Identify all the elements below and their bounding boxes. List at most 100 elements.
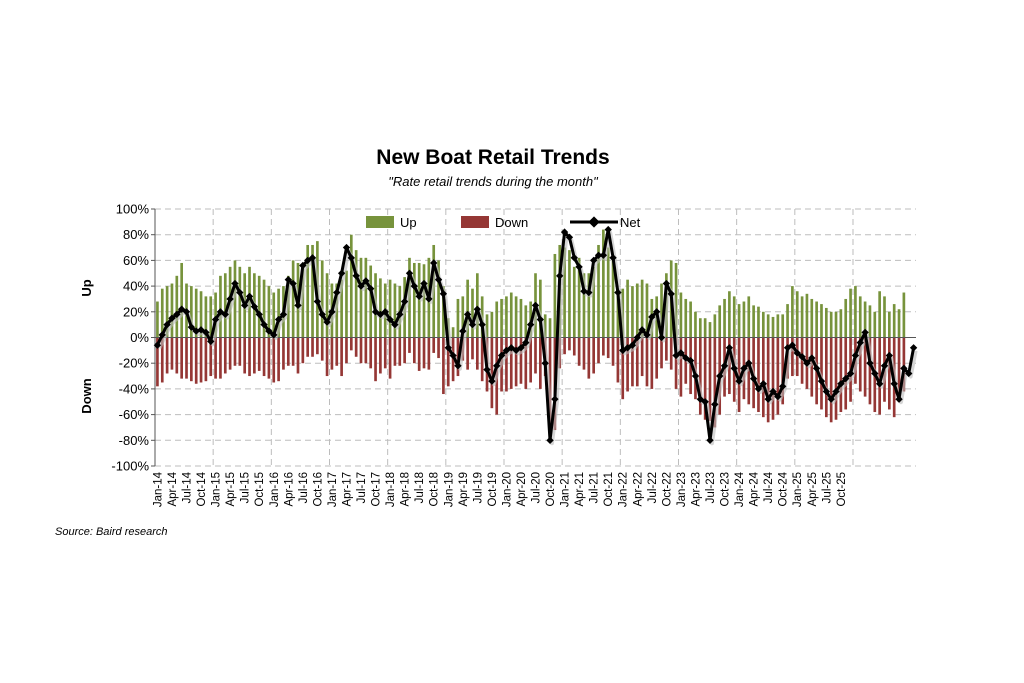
y-tick-labels: 100% 80% 60% 40% 20% 0% -20% -40% -60% -80% -100%: [111, 202, 149, 474]
up-bar: [902, 292, 906, 338]
down-bar: [640, 337, 644, 377]
net-point: [551, 395, 559, 403]
net-point: [333, 288, 341, 297]
up-bar: [844, 298, 848, 338]
up-bar: [306, 244, 310, 338]
down-bar: [810, 337, 814, 397]
down-bar: [446, 337, 450, 387]
down-bar: [306, 337, 310, 357]
up-bar: [165, 286, 169, 338]
up-bar: [456, 298, 460, 338]
down-bar: [422, 337, 426, 369]
net-point: [284, 276, 292, 284]
down-bar: [267, 337, 271, 379]
net-point: [299, 261, 307, 270]
down-bar: [660, 337, 663, 369]
net-point: [357, 282, 365, 290]
up-bar: [238, 266, 242, 338]
down-bar: [383, 337, 387, 369]
x-tick-label: Jan-22: [618, 472, 630, 507]
net-point: [488, 377, 496, 385]
down-bar: [374, 337, 377, 382]
net-point: [153, 341, 162, 349]
net-point: [420, 279, 428, 288]
net-point: [740, 364, 748, 373]
x-tick-label: Jul-23: [705, 472, 717, 503]
down-bar: [408, 337, 411, 353]
up-bar: [267, 286, 271, 338]
net-point: [803, 359, 811, 367]
up-bar: [272, 292, 276, 338]
up-bar: [766, 314, 770, 338]
up-bar: [728, 291, 731, 338]
down-bar: [340, 337, 343, 377]
down-bar: [432, 337, 436, 353]
down-bar: [466, 337, 469, 370]
x-tick-label: Jul-16: [298, 472, 310, 503]
down-bar: [776, 337, 780, 415]
down-bar: [791, 337, 794, 377]
net-point: [318, 310, 326, 319]
net-point: [347, 254, 355, 262]
net-point: [880, 362, 889, 370]
down-bar: [214, 337, 217, 379]
legend-swatch-down: [461, 216, 489, 228]
up-bar: [635, 283, 639, 338]
net-point: [468, 320, 477, 329]
net-point: [623, 344, 632, 352]
down-bar: [233, 337, 237, 366]
up-bar: [815, 301, 818, 338]
down-bar: [824, 337, 828, 418]
net-point: [774, 392, 782, 401]
net-point: [255, 310, 263, 319]
x-tick-label: Apr-23: [691, 472, 703, 507]
up-bar: [839, 309, 843, 338]
up-bar: [500, 298, 503, 338]
down-bar: [514, 337, 518, 387]
up-bar: [553, 253, 557, 338]
up-bar: [742, 301, 746, 338]
x-tick-label: Apr-25: [807, 472, 819, 507]
up-bar: [592, 266, 595, 338]
down-bar: [253, 337, 256, 374]
up-bar: [311, 244, 314, 338]
net-point: [866, 359, 874, 367]
down-bar: [582, 337, 586, 370]
y-label-up: Up: [79, 279, 94, 296]
y-tick-label: -20%: [119, 356, 150, 371]
down-bar: [766, 337, 770, 423]
down-bar: [175, 337, 179, 374]
up-bar: [514, 296, 518, 338]
net-point: [381, 308, 389, 316]
net-point: [279, 310, 288, 319]
x-tick-label: Jul-25: [821, 472, 833, 503]
y-tick-label: -60%: [119, 407, 150, 422]
down-bar: [325, 337, 329, 377]
up-bar: [476, 273, 479, 338]
y-tick-label: 0%: [130, 330, 149, 345]
net-point: [745, 359, 753, 367]
up-bar: [461, 296, 465, 338]
net-point: [512, 346, 520, 355]
down-bar: [631, 337, 634, 387]
up-bar: [587, 273, 591, 338]
legend-marker-net: [588, 216, 600, 228]
down-bar: [185, 337, 188, 379]
net-point: [289, 279, 297, 288]
x-tick-label: Oct-25: [836, 472, 848, 507]
net-point: [173, 310, 181, 319]
down-bar: [301, 337, 305, 364]
down-bar: [238, 337, 242, 366]
net-point: [415, 292, 423, 301]
x-tick-label: Oct-17: [371, 472, 383, 507]
up-bar: [209, 296, 213, 338]
up-bar: [180, 262, 183, 338]
up-bar: [824, 307, 828, 338]
net-point: [691, 372, 700, 380]
down-bar: [160, 337, 164, 383]
up-bar: [442, 286, 445, 338]
down-bar: [611, 337, 615, 366]
down-bar: [897, 337, 901, 402]
net-point: [522, 338, 530, 347]
y-tick-label: 80%: [123, 227, 149, 242]
